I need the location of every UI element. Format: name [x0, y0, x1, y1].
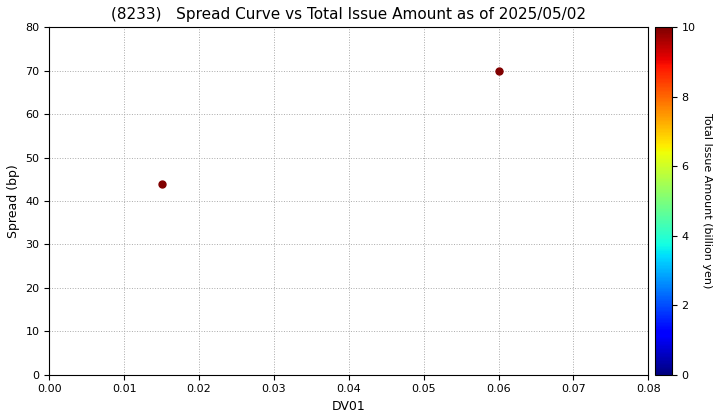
Y-axis label: Spread (bp): Spread (bp) — [7, 164, 20, 238]
Y-axis label: Total Issue Amount (billion yen): Total Issue Amount (billion yen) — [702, 113, 712, 289]
Point — [156, 180, 168, 187]
Point — [492, 67, 504, 74]
X-axis label: DV01: DV01 — [332, 400, 366, 413]
Title: (8233)   Spread Curve vs Total Issue Amount as of 2025/05/02: (8233) Spread Curve vs Total Issue Amoun… — [112, 7, 586, 22]
